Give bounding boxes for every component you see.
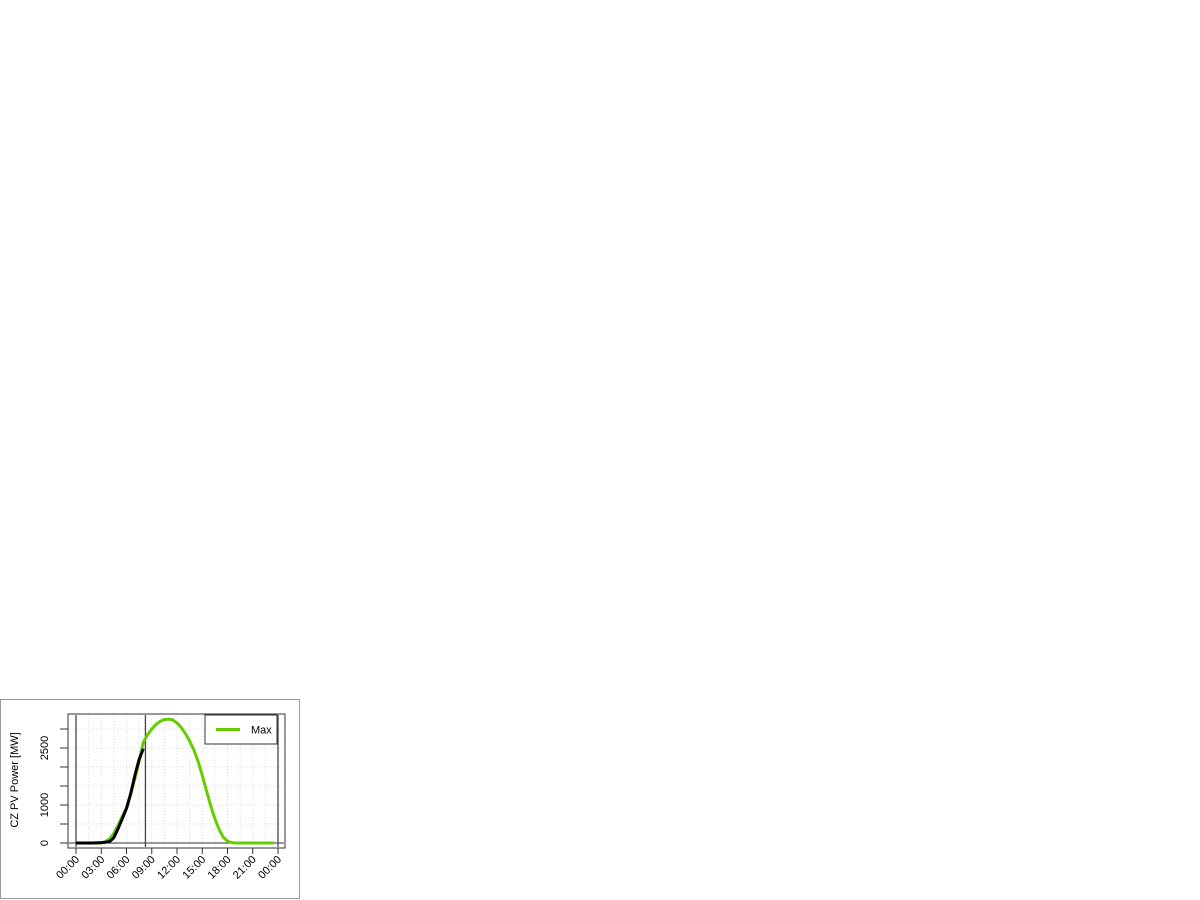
y-tick-label: 0 <box>39 840 51 846</box>
x-tick-label: 00:00 <box>256 854 284 882</box>
x-axis: 00:0003:0006:0009:0012:0015:0018:0021:00… <box>54 847 284 882</box>
x-tick-label: 06:00 <box>105 854 133 882</box>
legend-label-max: Max <box>251 725 272 737</box>
chart-frame <box>0 699 300 899</box>
series-line-actual <box>76 748 145 845</box>
y-axis: 0 1000 2500 <box>39 728 69 846</box>
x-tick-label: 09:00 <box>130 854 158 882</box>
x-tick-label: 00:00 <box>54 854 82 882</box>
x-tick-label: 18:00 <box>206 854 234 882</box>
x-tick-label: 15:00 <box>180 854 208 882</box>
y-tick-label: 1000 <box>39 793 51 817</box>
series-line-max <box>76 717 274 845</box>
legend: Max <box>204 714 278 745</box>
series-lines <box>69 715 284 847</box>
x-tick-label: 12:00 <box>155 854 183 882</box>
x-tick-label: 03:00 <box>79 854 107 882</box>
x-tick-label: 21:00 <box>231 854 259 882</box>
y-tick-label: 2500 <box>39 736 51 760</box>
y-axis-label: CZ PV Power [MW] <box>9 732 21 827</box>
